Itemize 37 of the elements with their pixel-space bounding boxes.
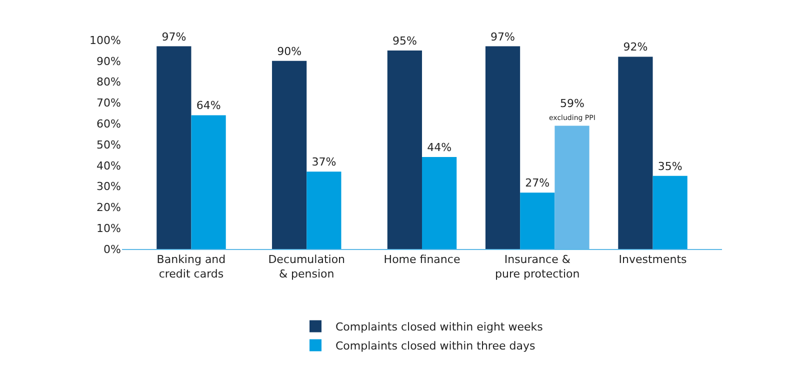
data-label: 92% bbox=[623, 40, 648, 54]
y-tick-label: 100% bbox=[90, 34, 121, 47]
data-label: 59% bbox=[560, 97, 584, 110]
bar bbox=[387, 50, 422, 249]
legend-label: Complaints closed within three days bbox=[336, 339, 536, 352]
legend-label: Complaints closed within eight weeks bbox=[336, 320, 544, 334]
x-tick-label: Insurance & pure protection bbox=[495, 253, 580, 280]
bar bbox=[272, 60, 307, 249]
data-label: 90% bbox=[277, 44, 302, 58]
bar bbox=[618, 56, 653, 249]
data-label: 35% bbox=[658, 160, 682, 173]
data-label: 97% bbox=[162, 30, 186, 44]
y-tick-label: 90% bbox=[96, 54, 121, 68]
x-tick-label: Banking and credit cards bbox=[156, 253, 226, 280]
data-label: 37% bbox=[312, 156, 336, 169]
y-tick-label: 20% bbox=[96, 201, 121, 214]
y-tick-label: 60% bbox=[96, 117, 121, 130]
data-label: 64% bbox=[196, 99, 221, 112]
bar bbox=[422, 157, 457, 249]
y-tick-label: 50% bbox=[96, 138, 121, 152]
bar bbox=[652, 176, 688, 249]
bar bbox=[306, 172, 342, 249]
data-label: 27% bbox=[525, 176, 550, 190]
bar bbox=[191, 115, 226, 249]
bar bbox=[156, 46, 192, 249]
x-tick-label: Investments bbox=[618, 253, 688, 266]
x-tick-label: Decumulation & pension bbox=[268, 253, 346, 280]
data-label: 44% bbox=[427, 141, 452, 154]
y-tick-label: 80% bbox=[96, 76, 121, 89]
data-label: 97% bbox=[490, 30, 515, 44]
y-tick-label: 10% bbox=[96, 222, 121, 235]
y-tick-label: 0% bbox=[104, 242, 121, 256]
y-tick-label: 40% bbox=[96, 159, 121, 172]
x-tick-label: Home finance bbox=[384, 253, 460, 266]
y-tick-label: 70% bbox=[96, 96, 121, 110]
data-label: 95% bbox=[392, 34, 417, 48]
y-tick-label: 30% bbox=[96, 180, 121, 194]
